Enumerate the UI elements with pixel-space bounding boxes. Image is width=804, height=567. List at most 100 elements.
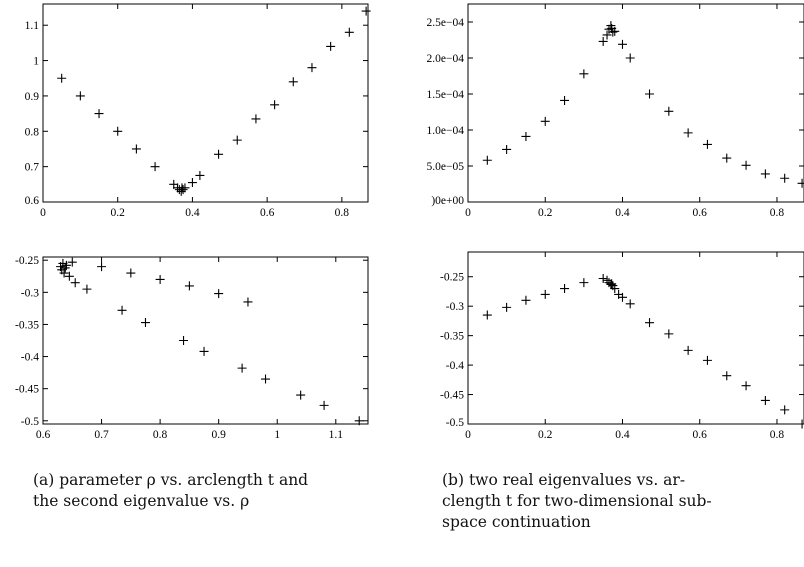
y-tick-label: 5.0e−05 xyxy=(427,161,465,173)
y-tick-label: 0.6 xyxy=(25,195,40,207)
data-point-marker xyxy=(797,178,804,188)
caption-b-line-3: space continuation xyxy=(442,513,591,531)
x-tick-label: 0.9 xyxy=(211,429,226,441)
data-point-marker xyxy=(113,126,123,136)
data-point-marker xyxy=(361,6,371,16)
plot-second-real-eigenvalue-vs-arclength: 0 0.2 0.4 0.6 0.8 -0.5 -0.45 -0.4 -0.35 -0.3 -0.25 xyxy=(440,251,804,441)
y-tick-label: -0.35 xyxy=(15,319,39,331)
x-tick-label: 0.8 xyxy=(153,429,168,441)
data-point-marker xyxy=(780,405,790,415)
data-point-marker xyxy=(664,329,674,339)
data-point-marker xyxy=(645,318,655,328)
y-tick-label: -0.25 xyxy=(440,272,464,284)
x-tick-label: 0.7 xyxy=(94,429,109,441)
x-tick-label: 0.2 xyxy=(111,207,126,219)
caption-a-line-1: (a) parameter ρ vs. arclength t and xyxy=(33,471,309,489)
x-tick-label: 0.4 xyxy=(615,207,630,219)
data-point-marker xyxy=(199,346,209,356)
y-tick-label: -0.4 xyxy=(21,352,39,364)
x-tick-label: 0.4 xyxy=(185,207,200,219)
y-tick-label: 2.0e−04 xyxy=(427,53,465,65)
y-tick-label: -0.3 xyxy=(446,301,464,313)
data-point-marker xyxy=(560,284,570,294)
data-point-marker xyxy=(195,170,205,180)
plot-frame xyxy=(467,3,804,203)
y-tick-label: -0.45 xyxy=(15,384,39,396)
data-point-marker xyxy=(610,26,620,36)
x-tick-label: 0.6 xyxy=(693,207,708,219)
data-point-marker xyxy=(59,268,69,278)
data-point-marker xyxy=(579,278,589,288)
data-point-marker xyxy=(131,144,141,154)
data-point-marker xyxy=(722,371,732,381)
x-tick-label: 0.2 xyxy=(538,207,553,219)
data-point-marker xyxy=(354,416,364,426)
data-point-marker xyxy=(270,100,280,110)
y-tick-label: 0.7 xyxy=(25,162,40,174)
data-point-marker xyxy=(617,39,627,49)
plot-second-eigenvalue-vs-rho: 0.6 0.7 0.8 0.9 1 1.1 -0.5 -0.45 -0.4 -0.35 -0.3 -0… xyxy=(15,255,369,441)
data-point-marker xyxy=(288,77,298,87)
data-point-marker xyxy=(214,149,224,159)
caption-a: (a) parameter ρ vs. arclength t and the … xyxy=(33,470,393,512)
data-point-marker xyxy=(237,363,247,373)
data-point-marker xyxy=(155,274,165,284)
x-tick-label: 0.6 xyxy=(693,429,708,441)
data-point-marker xyxy=(251,114,261,124)
plot-frame xyxy=(42,256,369,425)
data-point-marker xyxy=(540,289,550,299)
data-point-marker xyxy=(482,155,492,165)
data-point-marker xyxy=(606,279,616,289)
x-tick-label: 0.8 xyxy=(335,207,350,219)
data-point-marker xyxy=(178,185,188,195)
y-tick-label: -0.4 xyxy=(446,360,464,372)
y-tick-label: 1 xyxy=(33,56,39,68)
data-point-marker xyxy=(117,305,127,315)
x-tick-label: 0 xyxy=(465,429,471,441)
data-point-marker xyxy=(797,419,804,429)
y-tick-label: 0.9 xyxy=(25,91,40,103)
data-point-marker xyxy=(82,284,92,294)
y-tick-label: 1.5e−04 xyxy=(427,89,465,101)
data-point-marker xyxy=(150,162,160,172)
y-tick-label: -0.25 xyxy=(15,255,39,267)
y-tick-label: -0.45 xyxy=(440,390,464,402)
x-tick-label: 1.1 xyxy=(329,429,344,441)
data-point-marker xyxy=(602,30,612,40)
data-point-marker xyxy=(61,260,71,270)
data-point-marker xyxy=(617,292,627,302)
data-point-marker xyxy=(625,53,635,63)
data-point-marker xyxy=(243,297,253,307)
data-point-marker xyxy=(126,268,136,278)
x-tick-label: 0.8 xyxy=(770,207,785,219)
x-tick-label: 0 xyxy=(465,207,471,219)
data-point-marker xyxy=(780,173,790,183)
data-point-marker xyxy=(645,89,655,99)
data-point-marker xyxy=(722,153,732,163)
data-point-marker xyxy=(326,41,336,51)
data-point-marker xyxy=(75,91,85,101)
data-point-marker xyxy=(94,109,104,119)
data-point-marker xyxy=(702,355,712,365)
x-tick-label: 0.6 xyxy=(36,429,51,441)
data-point-marker xyxy=(57,73,67,83)
x-tick-label: 0.8 xyxy=(770,429,785,441)
x-tick-label: 0.6 xyxy=(260,207,275,219)
data-point-marker xyxy=(602,275,612,285)
data-point-marker xyxy=(179,336,189,345)
y-tick-label: 1.1 xyxy=(25,20,40,32)
data-point-marker xyxy=(741,160,751,170)
data-point-marker xyxy=(610,284,620,294)
data-point-marker xyxy=(683,345,693,355)
y-tick-label: -0.5 xyxy=(21,416,39,428)
data-point-marker xyxy=(760,395,770,405)
y-tick-label: -0.3 xyxy=(21,287,39,299)
x-tick-label: 0.4 xyxy=(615,429,630,441)
plot-frame xyxy=(42,3,369,203)
data-point-marker xyxy=(319,400,329,410)
data-point-marker xyxy=(482,310,492,320)
caption-b: (b) two real eigenvalues vs. ar- clength… xyxy=(442,470,802,533)
data-point-marker xyxy=(760,169,770,179)
data-point-marker xyxy=(344,27,354,37)
